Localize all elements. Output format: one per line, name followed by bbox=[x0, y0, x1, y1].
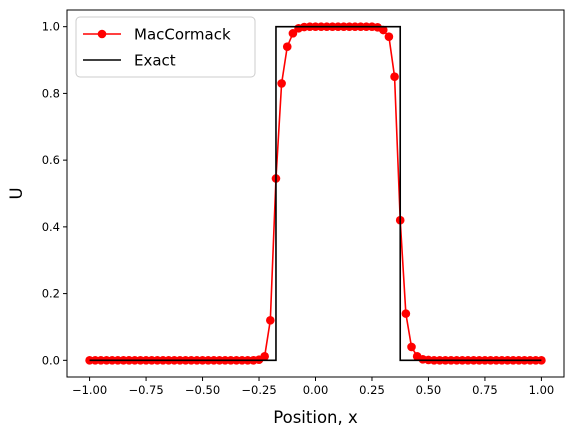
x-tick-label: −0.50 bbox=[185, 383, 220, 397]
exact-series-line bbox=[89, 25, 542, 362]
maccormack-point bbox=[277, 79, 286, 88]
x-tick-label: −0.75 bbox=[128, 383, 163, 397]
maccormack-point bbox=[384, 32, 394, 41]
maccormack-point bbox=[390, 72, 399, 82]
y-axis-label: U bbox=[7, 187, 26, 199]
legend-box bbox=[75, 16, 256, 78]
x-tick-label: 0.50 bbox=[416, 383, 442, 397]
plot-area bbox=[85, 22, 546, 365]
y-tick-label: 0.6 bbox=[42, 153, 60, 167]
axis-ticks: −1.00 −0.75 −0.50 −0.25 0.00 0.25 0.50 0.75 1.00… bbox=[42, 20, 555, 397]
y-tick-label: 0.4 bbox=[42, 220, 60, 234]
y-tick-label: 0.8 bbox=[42, 86, 60, 100]
maccormack-point bbox=[288, 29, 298, 38]
maccormack-point bbox=[266, 315, 275, 325]
maccormack-point bbox=[407, 342, 416, 352]
legend: MacCormack Exact bbox=[75, 16, 256, 78]
x-tick-label: 1.00 bbox=[529, 383, 555, 397]
maccormack-point bbox=[260, 352, 269, 361]
x-tick-label: −1.00 bbox=[72, 383, 107, 397]
legend-maccormack-label: MacCormack bbox=[134, 26, 231, 44]
maccormack-point bbox=[282, 42, 292, 51]
x-tick-label: −0.25 bbox=[241, 383, 276, 397]
y-tick-label: 0.2 bbox=[42, 287, 60, 301]
legend-exact-label: Exact bbox=[134, 52, 176, 70]
maccormack-point bbox=[378, 25, 388, 35]
y-tick-label: 1.0 bbox=[42, 20, 60, 34]
x-tick-label: 0.00 bbox=[303, 383, 329, 397]
x-tick-label: 0.75 bbox=[472, 383, 498, 397]
legend-maccormack-swatch-marker bbox=[97, 29, 107, 39]
y-tick-label: 0.0 bbox=[42, 353, 60, 367]
x-tick-label: 0.25 bbox=[359, 383, 385, 397]
x-axis-label: Position, x bbox=[273, 408, 358, 427]
maccormack-point bbox=[401, 309, 411, 318]
